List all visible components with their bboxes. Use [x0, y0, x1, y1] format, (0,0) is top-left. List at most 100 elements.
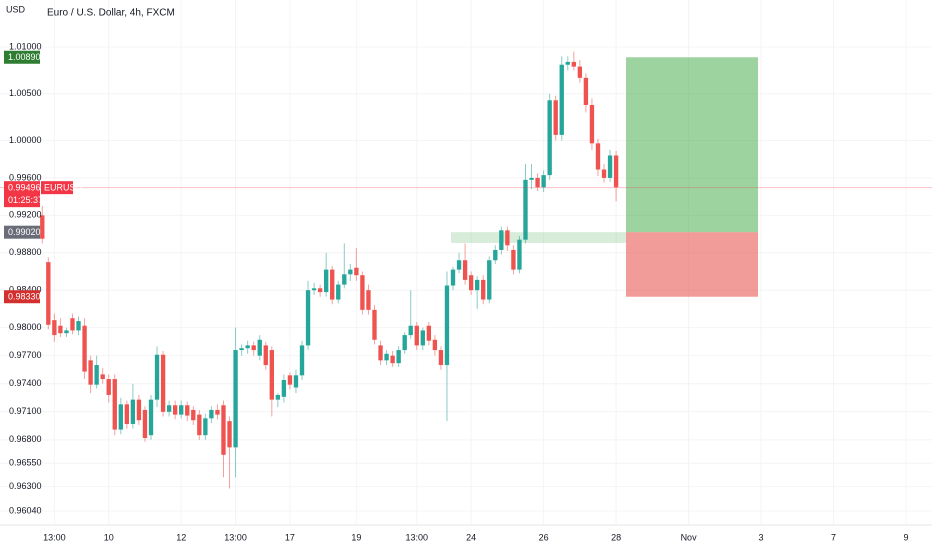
candle-body	[221, 405, 226, 455]
candle-body	[245, 345, 250, 349]
candle-body	[269, 350, 274, 400]
x-tick-label: 17	[285, 532, 295, 542]
y-tick-label: 0.99600	[9, 172, 42, 182]
candle-body	[462, 260, 468, 280]
candle-body	[601, 169, 607, 178]
price-badge	[4, 225, 40, 239]
candle-body	[378, 345, 383, 361]
current-price-label: 0.99496	[8, 183, 41, 193]
candle-body	[58, 325, 63, 334]
symbol-label: EURUSD	[44, 183, 83, 193]
candle-body	[336, 284, 341, 300]
y-tick-label: 0.96040	[9, 505, 42, 515]
candle-body	[589, 104, 595, 144]
candle-body	[468, 275, 474, 291]
candle-body	[390, 355, 395, 364]
candle-body	[233, 350, 238, 448]
candle-body	[142, 409, 148, 438]
candle-body	[595, 143, 601, 170]
currency: USD	[6, 4, 26, 14]
y-tick-label: 0.98000	[9, 322, 42, 332]
candle-body	[456, 260, 462, 270]
price-badge-label: 0.99020	[8, 227, 41, 237]
candle-body	[348, 269, 353, 275]
current-price-badge	[4, 181, 40, 208]
x-tick-label: 12	[176, 532, 186, 542]
y-tick-label: 0.97700	[9, 350, 42, 360]
price-badge	[4, 50, 40, 64]
candle-body	[185, 405, 190, 416]
candle-body	[505, 230, 510, 246]
candle-body	[499, 230, 504, 250]
x-tick-label: 13:00	[406, 532, 429, 542]
candle-body	[100, 374, 105, 380]
candle-body	[414, 325, 419, 346]
candle-body	[305, 290, 311, 346]
candle-body	[239, 348, 244, 351]
candle-body	[52, 320, 57, 336]
candle-body	[529, 177, 534, 180]
candle-body	[396, 350, 401, 364]
candle-body	[203, 418, 208, 436]
candle-body	[577, 66, 583, 78]
candle-body	[209, 409, 214, 419]
candle-body	[287, 375, 293, 385]
candle-body	[438, 350, 444, 366]
y-tick-label: 1.00500	[9, 88, 42, 98]
x-tick-label: Nov	[681, 532, 698, 542]
candle-body	[130, 399, 136, 424]
candle-body	[112, 379, 117, 430]
candle-body	[317, 288, 323, 293]
candle-body	[420, 330, 425, 346]
candle-body	[323, 269, 329, 293]
stop-box	[626, 232, 758, 297]
candle-body	[354, 267, 359, 276]
candle-body	[82, 325, 87, 372]
y-tick-label: 0.97100	[9, 406, 42, 416]
candle-body	[583, 77, 589, 105]
x-tick-label: 3	[759, 532, 764, 542]
y-tick-label: 0.98800	[9, 247, 42, 257]
candle-body	[523, 179, 528, 240]
candle-body	[444, 285, 450, 366]
candle-body	[342, 274, 347, 285]
price-badge-label: 1.00890	[8, 52, 41, 62]
candle-body	[426, 325, 432, 341]
chart-title: Euro / U.S. Dollar, 4h, FXCM	[47, 8, 175, 19]
x-tick-label: 26	[539, 532, 549, 542]
candle-body	[330, 269, 335, 300]
candle-body	[372, 309, 377, 340]
x-tick-label: 9	[904, 532, 909, 542]
candle-body	[257, 339, 262, 356]
candle-body	[559, 64, 564, 135]
y-tick-label: 1.00000	[9, 135, 42, 145]
candle-body	[179, 405, 184, 415]
candle-body	[263, 345, 268, 366]
candle-body	[275, 394, 281, 400]
candle-body	[215, 409, 220, 415]
y-tick-label: 0.96800	[9, 434, 42, 444]
candle-body	[197, 414, 202, 436]
candle-body	[366, 290, 371, 310]
candle-body	[547, 100, 552, 176]
y-tick-label: 0.96550	[9, 458, 42, 468]
candle-body	[166, 405, 172, 412]
target-box	[626, 57, 758, 233]
symbol-badge	[41, 181, 73, 195]
candle-body	[40, 215, 45, 239]
candle-body	[487, 260, 492, 300]
x-tick-label: 13:00	[224, 532, 247, 542]
candle-body	[474, 279, 480, 291]
candle-body	[299, 345, 305, 376]
candle-body	[432, 339, 438, 351]
candle-body	[450, 269, 456, 286]
candle-body	[402, 335, 407, 351]
y-tick-label: 0.97400	[9, 378, 42, 388]
candle-body	[94, 365, 99, 385]
candle-body	[481, 279, 486, 300]
candle-body	[106, 379, 111, 395]
candle-body	[124, 404, 130, 424]
candle-body	[311, 288, 317, 291]
